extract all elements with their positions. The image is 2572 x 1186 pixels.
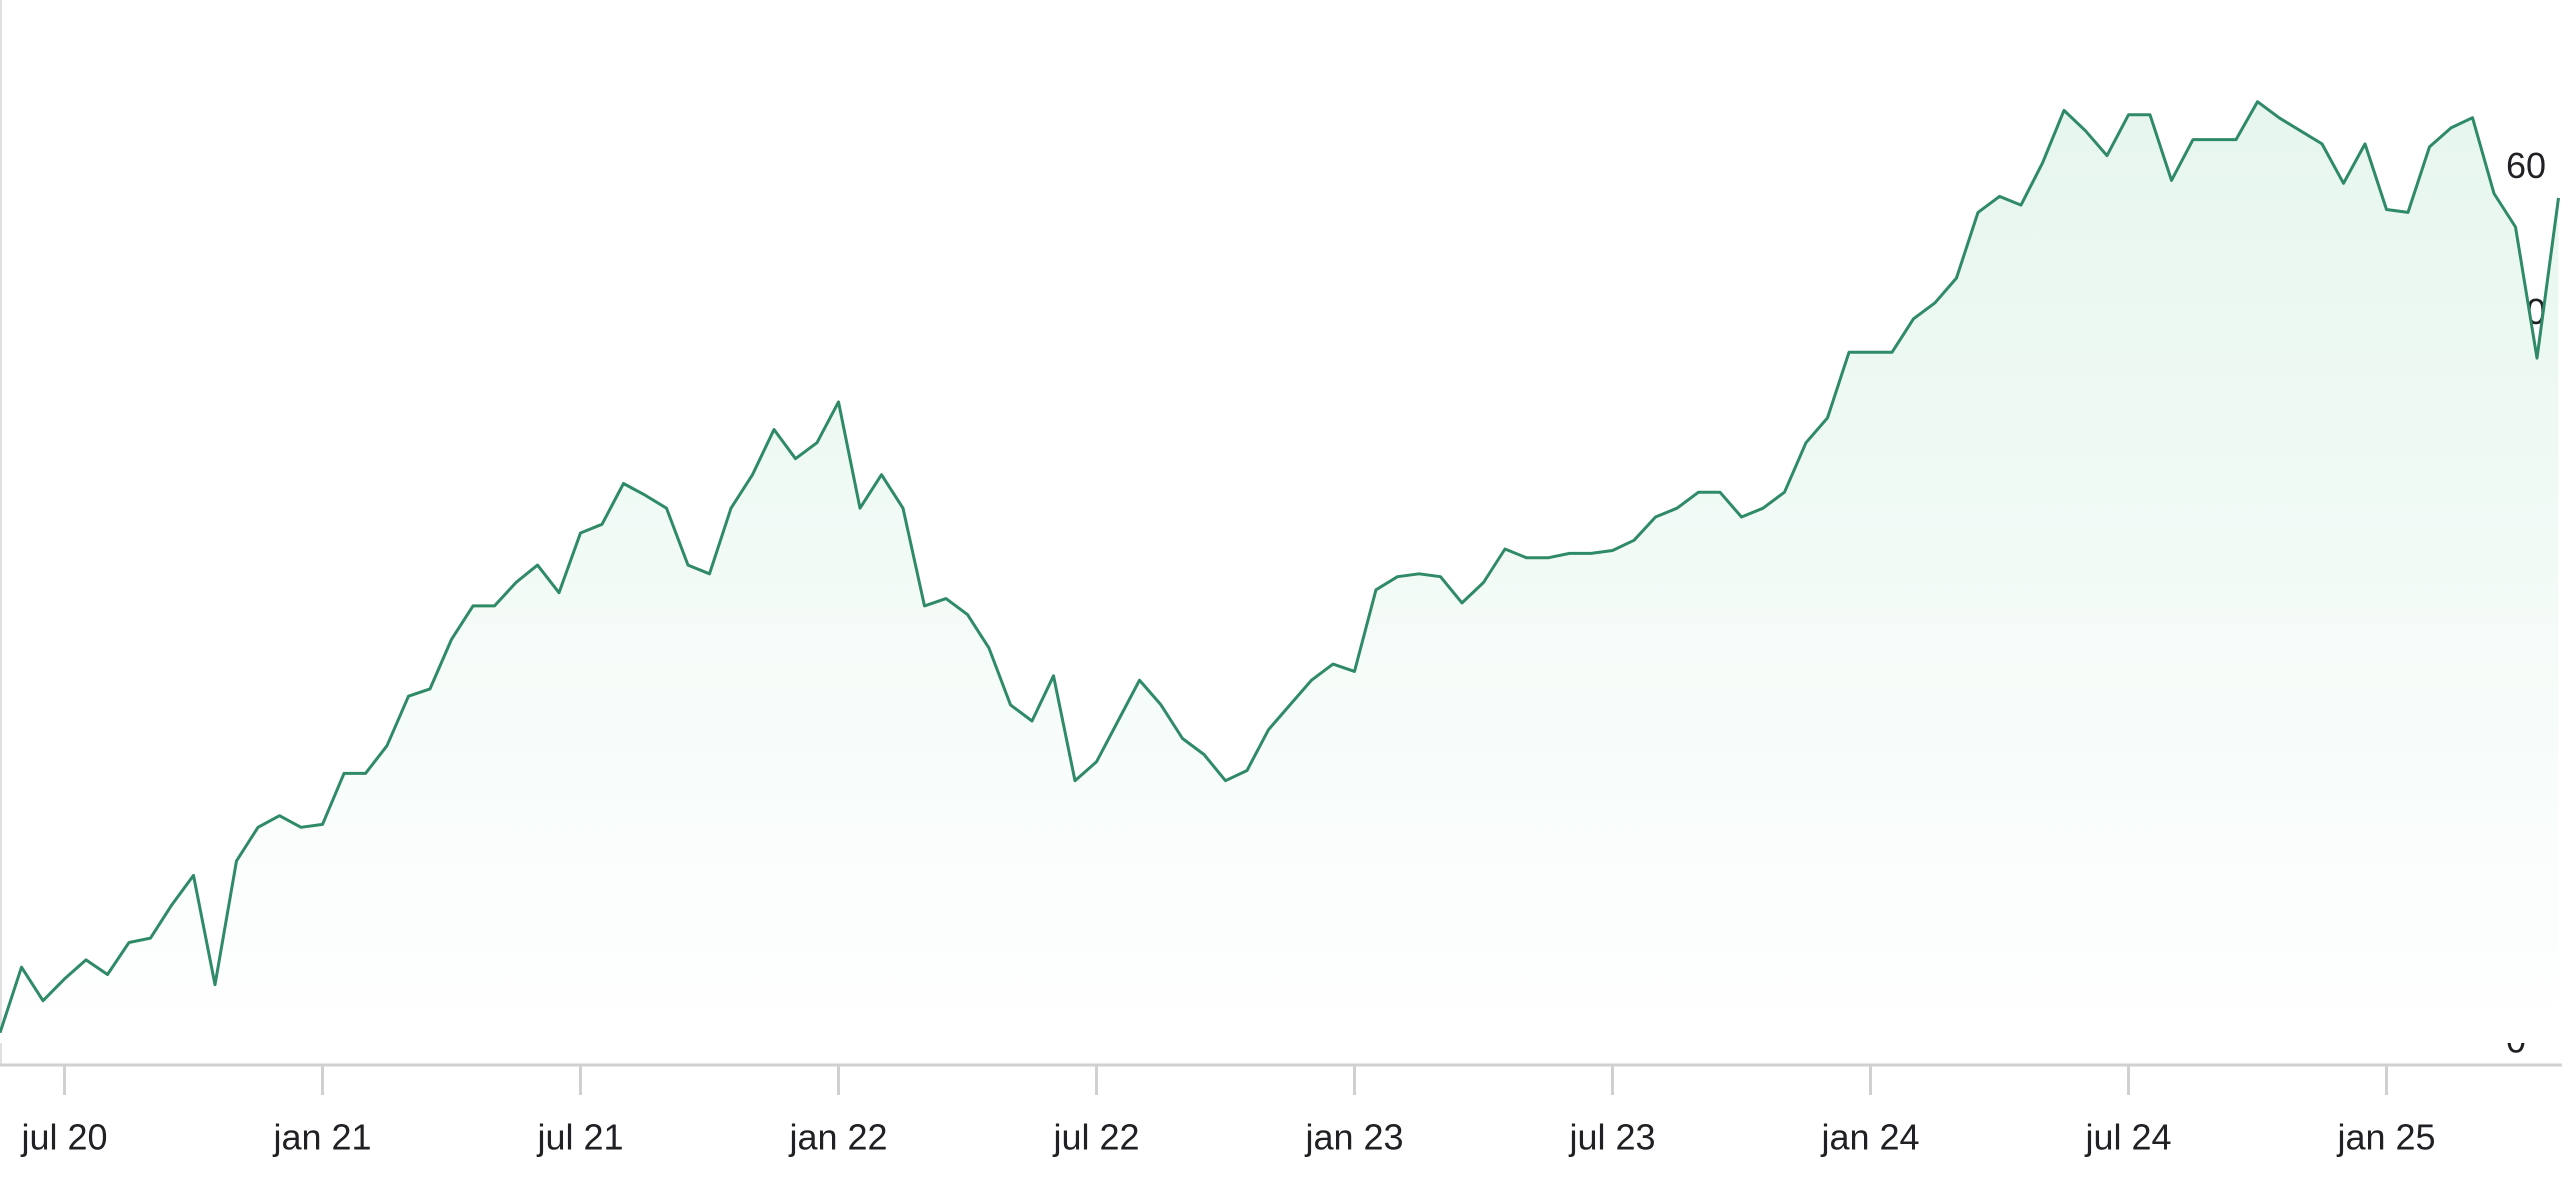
x-tick-label: jul 24 <box>2084 1117 2171 1158</box>
x-tick-label: jan 21 <box>272 1117 371 1158</box>
y-tick-label: 60 <box>2506 145 2546 186</box>
line <box>0 100 2560 1034</box>
x-tick-label: jan 22 <box>788 1117 887 1158</box>
x-tick-label: jul 20 <box>20 1117 107 1158</box>
x-tick-label: jan 24 <box>1820 1117 1919 1158</box>
area-fill <box>0 101 2559 1043</box>
x-tick-label: jul 23 <box>1568 1117 1655 1158</box>
x-tick-label: jul 22 <box>1052 1117 1139 1158</box>
x-tick-label: jul 21 <box>536 1117 623 1158</box>
x-tick-label: jan 23 <box>1304 1117 1403 1158</box>
x-tick-label: jan 25 <box>2336 1117 2435 1158</box>
